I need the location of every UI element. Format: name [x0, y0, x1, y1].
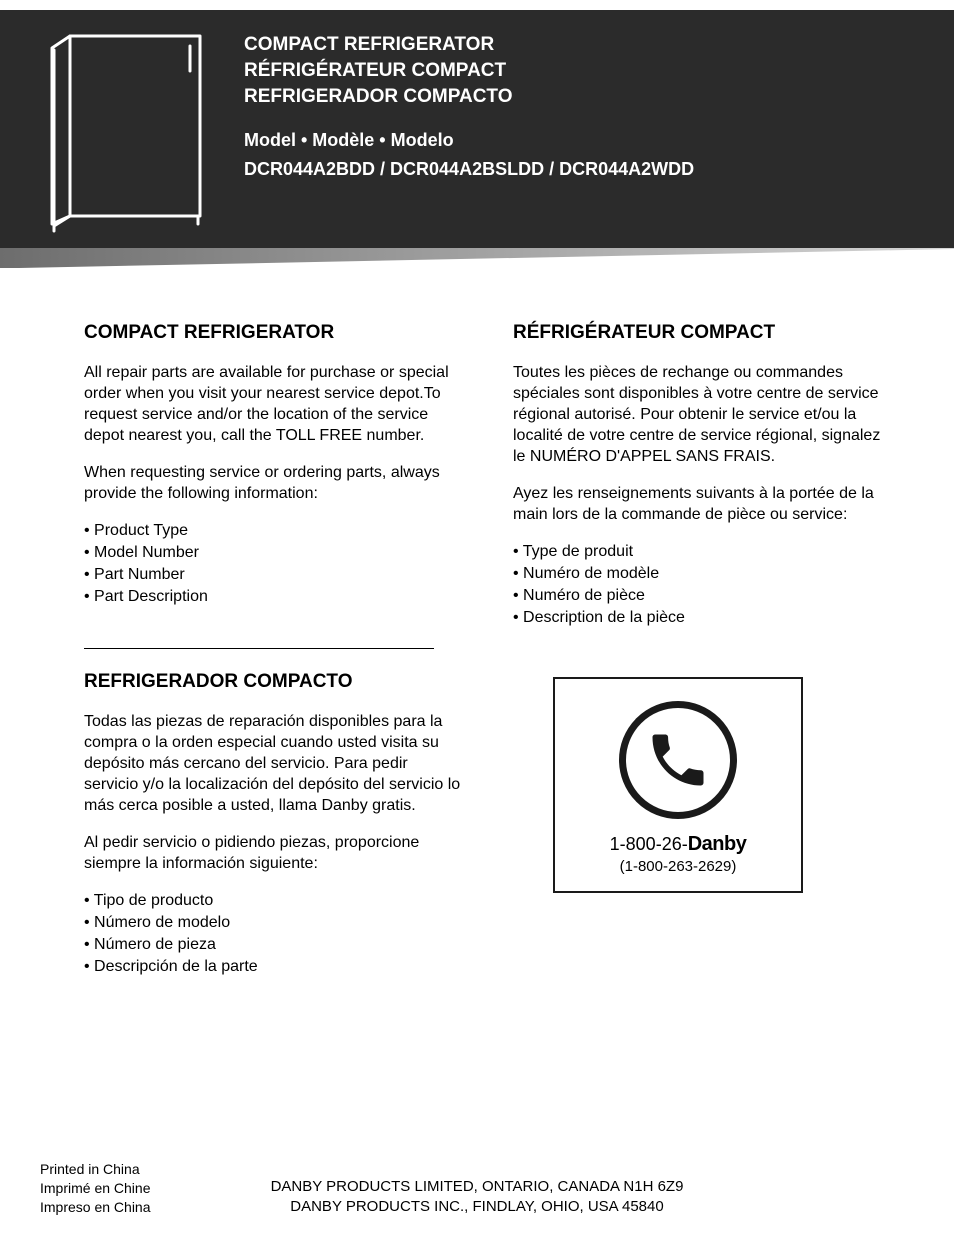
content-grid: COMPACT REFRIGERATOR All repair parts ar… — [0, 260, 954, 1018]
company-line-2: DANBY PRODUCTS INC., FINDLAY, OHIO, USA … — [40, 1197, 914, 1217]
section-fr: RÉFRIGÉRATEUR COMPACT Toutes les pièces … — [513, 322, 890, 629]
footer-company-block: DANBY PRODUCTS LIMITED, ONTARIO, CANADA … — [40, 1177, 914, 1217]
list-item: Número de modelo — [84, 912, 461, 934]
fr-para2: Ayez les renseignements suivants à la po… — [513, 483, 890, 525]
list-item: Description de la pièce — [513, 607, 890, 629]
model-numbers: DCR044A2BDD / DCR044A2BSLDD / DCR044A2WD… — [244, 159, 694, 180]
en-para1: All repair parts are available for purch… — [84, 362, 461, 446]
header-title-es: REFRIGERADOR COMPACTO — [244, 84, 694, 110]
heading-en: COMPACT REFRIGERATOR — [84, 322, 461, 344]
right-column: RÉFRIGÉRATEUR COMPACT Toutes les pièces … — [513, 322, 890, 1018]
header-title-fr: RÉFRIGÉRATEUR COMPACT — [244, 58, 694, 84]
footer: Printed in China Imprimé en Chine Impres… — [40, 1177, 914, 1217]
brand-name: Danby — [688, 833, 747, 855]
es-info-list: Tipo de producto Número de modelo Número… — [84, 890, 461, 978]
phone-circle — [619, 701, 737, 819]
heading-es: REFRIGERADOR COMPACTO — [84, 671, 461, 693]
company-line-1: DANBY PRODUCTS LIMITED, ONTARIO, CANADA … — [40, 1177, 914, 1197]
header-title-en: COMPACT REFRIGERATOR — [244, 32, 694, 58]
printed-es: Impreso en China — [40, 1198, 151, 1217]
phone-icon — [644, 726, 712, 794]
printed-fr: Imprimé en Chine — [40, 1179, 151, 1198]
list-item: Part Number — [84, 564, 461, 586]
heading-fr: RÉFRIGÉRATEUR COMPACT — [513, 322, 890, 344]
en-info-list: Product Type Model Number Part Number Pa… — [84, 520, 461, 608]
list-item: Product Type — [84, 520, 461, 542]
list-item: Número de pieza — [84, 934, 461, 956]
model-label: Model • Modèle • Modelo — [244, 130, 694, 151]
section-en: COMPACT REFRIGERATOR All repair parts ar… — [84, 322, 461, 608]
es-para2: Al pedir servicio o pidiendo piezas, pro… — [84, 832, 461, 874]
contact-phone-full: (1-800-263-2629) — [567, 858, 789, 875]
phone-prefix: 1-800-26- — [610, 834, 688, 854]
footer-printed-block: Printed in China Imprimé en Chine Impres… — [40, 1160, 151, 1217]
list-item: Numéro de pièce — [513, 585, 890, 607]
en-para2: When requesting service or ordering part… — [84, 462, 461, 504]
fr-info-list: Type de produit Numéro de modèle Numéro … — [513, 541, 890, 629]
contact-phone-main: 1-800-26-Danby — [567, 833, 789, 856]
divider — [84, 648, 434, 649]
es-para1: Todas las piezas de reparación disponibl… — [84, 711, 461, 816]
header-text-block: COMPACT REFRIGERATOR RÉFRIGÉRATEUR COMPA… — [244, 32, 694, 180]
list-item: Descripción de la parte — [84, 956, 461, 978]
left-column: COMPACT REFRIGERATOR All repair parts ar… — [84, 322, 461, 1018]
list-item: Numéro de modèle — [513, 563, 890, 585]
list-item: Type de produit — [513, 541, 890, 563]
list-item: Tipo de producto — [84, 890, 461, 912]
fr-para1: Toutes les pièces de rechange ou command… — [513, 362, 890, 467]
list-item: Model Number — [84, 542, 461, 564]
section-es: REFRIGERADOR COMPACTO Todas las piezas d… — [84, 671, 461, 978]
refrigerator-icon — [40, 26, 210, 236]
printed-en: Printed in China — [40, 1160, 151, 1179]
list-item: Part Description — [84, 586, 461, 608]
header-bar: COMPACT REFRIGERATOR RÉFRIGÉRATEUR COMPA… — [0, 0, 954, 260]
contact-box: 1-800-26-Danby (1-800-263-2629) — [553, 677, 803, 893]
